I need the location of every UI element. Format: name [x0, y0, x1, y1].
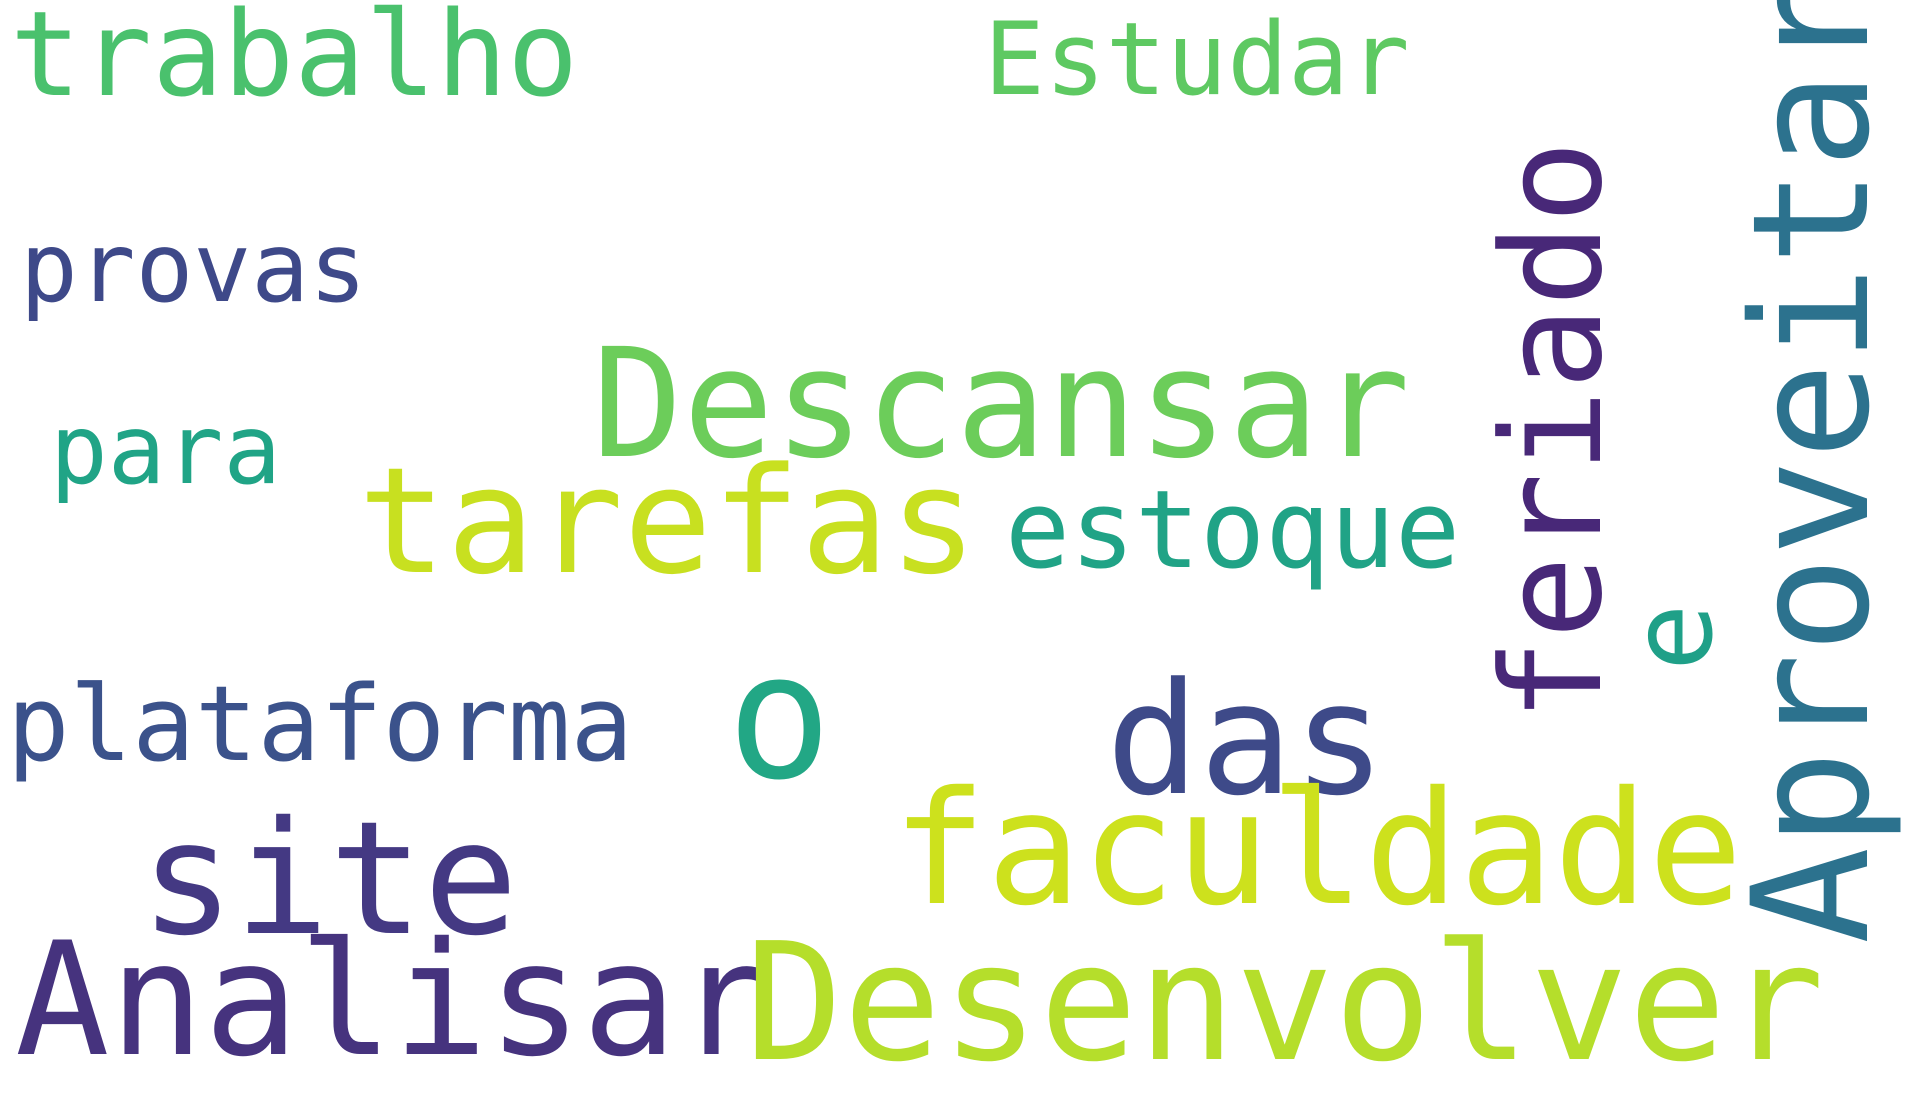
word-provas: provas	[20, 212, 367, 324]
word-site: site	[140, 788, 519, 971]
word-plataforma: plataforma	[7, 663, 634, 785]
word-estoque: estoque	[1005, 468, 1461, 593]
word-das: das	[1106, 649, 1386, 830]
word-feriado: feriado	[1472, 140, 1633, 722]
word-trabalho: trabalho	[10, 0, 579, 123]
word-desenvolver: Desenvolver	[745, 909, 1825, 1098]
word-analisar: Analisar	[15, 909, 772, 1092]
word-o: o	[727, 616, 832, 819]
word-e: e	[1608, 603, 1738, 671]
word-descansar: Descansar	[592, 316, 1411, 492]
word-para: para	[50, 394, 282, 506]
word-aproveitar: Aproveitar	[1718, 0, 1905, 944]
word-tarefas: tarefas	[358, 436, 978, 607]
word-estudar: Estudar	[984, 0, 1410, 118]
word-faculdade: faculdade	[892, 758, 1743, 941]
